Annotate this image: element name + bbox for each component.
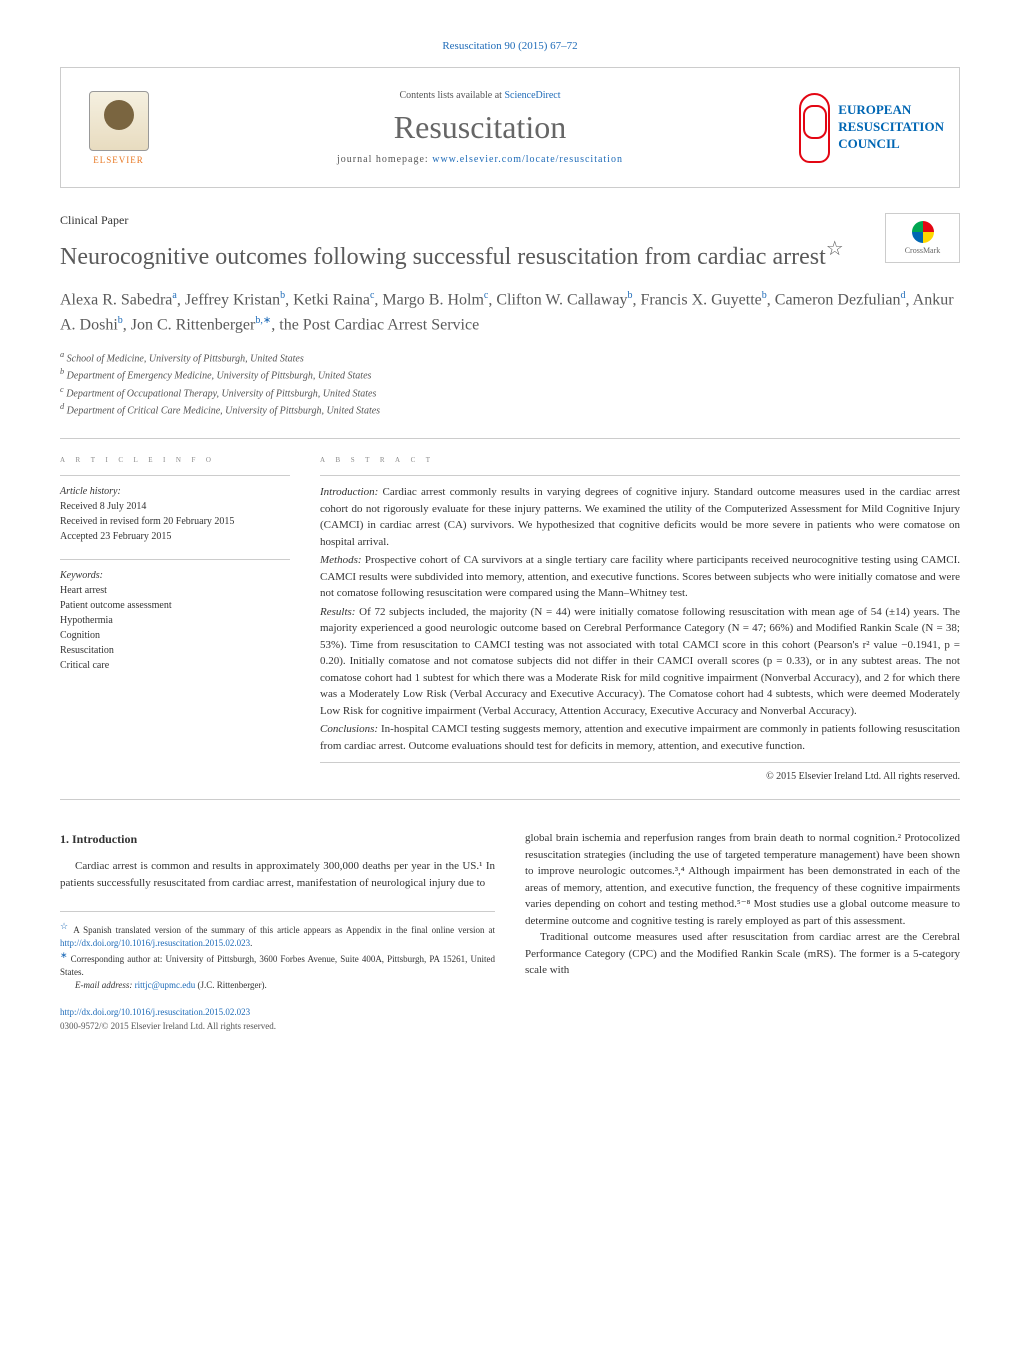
erc-lungs-icon <box>799 93 830 163</box>
results-label: Results: <box>320 606 355 618</box>
article-info-header: A R T I C L E I N F O <box>60 454 290 465</box>
keyword-item: Cognition <box>60 628 290 643</box>
footnote-link[interactable]: http://dx.doi.org/10.1016/j.resuscitatio… <box>60 938 250 948</box>
conclusions-label: Conclusions: <box>320 723 378 735</box>
body-paragraph: global brain ischemia and reperfusion ra… <box>525 830 960 929</box>
erc-logo: EUROPEAN RESUSCITATION COUNCIL <box>799 80 944 175</box>
affiliations: a School of Medicine, University of Pitt… <box>60 349 960 418</box>
copyright: © 2015 Elsevier Ireland Ltd. All rights … <box>320 762 960 784</box>
erc-line2: RESUSCITATION <box>838 119 944 136</box>
footnote-marker: ☆ <box>60 921 70 931</box>
contents-text: Contents lists available at <box>399 90 504 101</box>
section-heading: 1. Introduction <box>60 830 495 848</box>
journal-name: Resuscitation <box>161 109 799 146</box>
homepage-label: journal homepage: <box>337 154 432 165</box>
keyword-item: Resuscitation <box>60 643 290 658</box>
erc-line3: COUNCIL <box>838 136 944 153</box>
elsevier-tree-icon <box>89 91 149 151</box>
contents-line: Contents lists available at ScienceDirec… <box>161 90 799 101</box>
elsevier-label: ELSEVIER <box>93 155 144 165</box>
conclusions-text: In-hospital CAMCI testing suggests memor… <box>320 723 960 752</box>
footnote-text: A Spanish translated version of the summ… <box>70 925 495 935</box>
methods-label: Methods: <box>320 554 362 566</box>
elsevier-logo: ELSEVIER <box>76 83 161 173</box>
erc-line1: EUROPEAN <box>838 102 944 119</box>
paper-title-text: Neurocognitive outcomes following succes… <box>60 244 826 270</box>
received-date: Received 8 July 2014 <box>60 499 290 514</box>
intro-label: Introduction: <box>320 486 378 498</box>
body-paragraph: Cardiac arrest is common and results in … <box>60 858 495 891</box>
keyword-item: Patient outcome assessment <box>60 598 290 613</box>
footnote-marker: ∗ <box>60 950 68 960</box>
history-label: Article history: <box>60 484 290 499</box>
body-paragraph: Traditional outcome measures used after … <box>525 929 960 979</box>
doi-block: http://dx.doi.org/10.1016/j.resuscitatio… <box>60 1006 495 1033</box>
intro-text: Cardiac arrest commonly results in varyi… <box>320 486 960 548</box>
revised-date: Received in revised form 20 February 201… <box>60 514 290 529</box>
keyword-item: Heart arrest <box>60 583 290 598</box>
divider <box>60 438 960 439</box>
crossmark-label: CrossMark <box>905 246 941 255</box>
email-link[interactable]: rittjc@upmc.edu <box>135 980 196 990</box>
abstract-header: A B S T R A C T <box>320 454 960 465</box>
keyword-item: Critical care <box>60 658 290 673</box>
crossmark-icon <box>912 221 934 243</box>
email-name: (J.C. Rittenberger). <box>195 980 267 990</box>
paper-type: Clinical Paper <box>60 213 960 228</box>
footnote-text: Corresponding author at: University of P… <box>60 954 495 977</box>
issn-line: 0300-9572/© 2015 Elsevier Ireland Ltd. A… <box>60 1021 276 1031</box>
header-citation: Resuscitation 90 (2015) 67–72 <box>60 40 960 52</box>
accepted-date: Accepted 23 February 2015 <box>60 529 290 544</box>
methods-text: Prospective cohort of CA survivors at a … <box>320 554 960 599</box>
keywords-label: Keywords: <box>60 568 290 583</box>
paper-title-note: ☆ <box>826 238 844 260</box>
paper-title: Neurocognitive outcomes following succes… <box>60 236 960 273</box>
homepage-line: journal homepage: www.elsevier.com/locat… <box>161 154 799 165</box>
keyword-item: Hypothermia <box>60 613 290 628</box>
sciencedirect-link[interactable]: ScienceDirect <box>504 90 560 101</box>
authors-list: Alexa R. Sabedraa, Jeffrey Kristanb, Ket… <box>60 288 960 337</box>
email-label: E-mail address: <box>75 980 135 990</box>
divider <box>60 799 960 800</box>
footnotes: ☆ A Spanish translated version of the su… <box>60 911 495 991</box>
crossmark-badge[interactable]: CrossMark <box>885 213 960 263</box>
doi-link[interactable]: http://dx.doi.org/10.1016/j.resuscitatio… <box>60 1007 250 1017</box>
journal-header: ELSEVIER Contents lists available at Sci… <box>60 67 960 188</box>
results-text: Of 72 subjects included, the majority (N… <box>320 606 960 717</box>
keywords-list: Heart arrestPatient outcome assessmentHy… <box>60 583 290 673</box>
homepage-link[interactable]: www.elsevier.com/locate/resuscitation <box>432 154 623 165</box>
